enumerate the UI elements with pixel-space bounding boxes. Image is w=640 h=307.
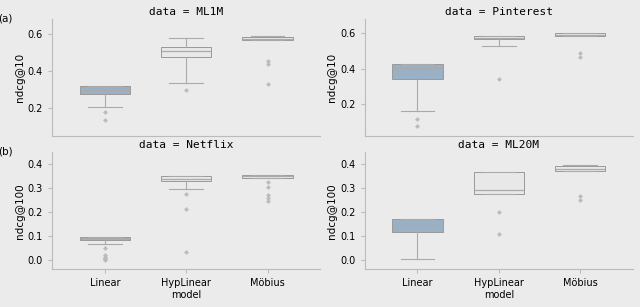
Title: data = ML1M: data = ML1M: [149, 7, 223, 17]
Y-axis label: ndcg@10: ndcg@10: [328, 53, 337, 102]
Bar: [243, 37, 293, 40]
Bar: [80, 237, 130, 240]
Title: data = ML20M: data = ML20M: [458, 140, 540, 150]
Text: (a): (a): [0, 13, 13, 23]
Bar: [161, 176, 211, 181]
Y-axis label: ndcg@10: ndcg@10: [15, 53, 25, 102]
Bar: [80, 86, 130, 94]
Bar: [392, 219, 443, 232]
Y-axis label: ndcg@100: ndcg@100: [15, 183, 25, 239]
Text: (b): (b): [0, 146, 13, 157]
Title: data = Netflix: data = Netflix: [139, 140, 234, 150]
Bar: [474, 172, 524, 193]
Bar: [161, 47, 211, 57]
Bar: [243, 175, 293, 178]
Title: data = Pinterest: data = Pinterest: [445, 7, 553, 17]
Bar: [474, 37, 524, 40]
Bar: [555, 166, 605, 171]
Bar: [555, 33, 605, 36]
Bar: [392, 64, 443, 79]
Y-axis label: ndcg@100: ndcg@100: [328, 183, 337, 239]
